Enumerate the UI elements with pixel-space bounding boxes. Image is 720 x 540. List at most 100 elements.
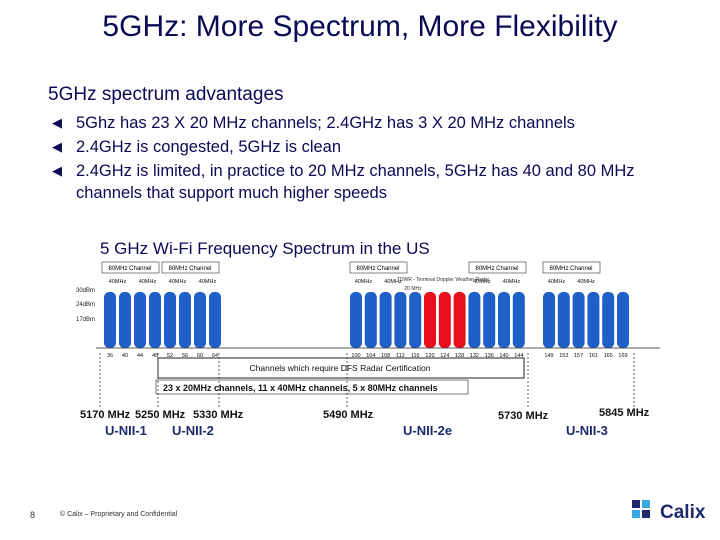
summary-box <box>155 379 469 395</box>
forty-mhz-label: 40MHz <box>473 279 491 285</box>
channel-number: 157 <box>574 353 583 359</box>
channel-bar <box>149 292 161 348</box>
frequency-label: 5845 MHz <box>599 407 650 419</box>
forty-mhz-label: 40MHz <box>384 279 402 285</box>
channel-bar <box>587 292 600 348</box>
tdwr-note: TDWR - Terminal Doppler Weather Radar <box>397 277 490 283</box>
channel-number: 165 <box>604 353 613 359</box>
eighty-mhz-headers: 80MHz Channel 80MHz Channel 80MHz Channe… <box>101 261 601 274</box>
band-labels: U-NII-1 U-NII-2 U-NII-2e U-NII-3 <box>105 423 608 438</box>
channel-number: 112 <box>396 353 405 359</box>
diagram-title: 5 GHz Wi-Fi Frequency Spectrum in the US <box>100 239 430 258</box>
forty-mhz-label: 40MHz <box>355 279 373 285</box>
channel-bar <box>572 292 585 348</box>
channel-number: 52 <box>167 353 173 359</box>
channel-number: 169 <box>618 353 627 359</box>
channel-numbers: 36 40 44 48 52 56 60 64 100 104 108 112 116 120 124 128… <box>107 353 628 359</box>
band-label: U-NII-3 <box>566 423 608 438</box>
frequency-label: 5250 MHz <box>135 409 186 421</box>
power-level-label: 17dBm <box>76 317 95 323</box>
triangle-left-icon: ◀ <box>52 139 62 154</box>
channel-bar <box>438 292 451 348</box>
channel-bar <box>364 292 377 348</box>
channel-bar <box>512 292 525 348</box>
channel-bar <box>104 292 116 348</box>
channel-bar <box>483 292 496 348</box>
channel-bar <box>557 292 570 348</box>
bullet-item: ◀ 2.4GHz is limited, in practice to 20 M… <box>52 160 702 204</box>
channel-number: 64 <box>212 353 218 359</box>
band-label: U-NII-2e <box>403 423 452 438</box>
channel-bar <box>164 292 176 348</box>
channel-bar <box>134 292 146 348</box>
channel-bar <box>409 292 422 348</box>
forty-mhz-label: 40MHz <box>503 279 521 285</box>
forty-mhz-label: 40MHz <box>169 279 187 285</box>
channel-bar <box>498 292 510 348</box>
bullet-text: 5Ghz has 23 X 20 MHz channels; 2.4GHz ha… <box>76 114 575 132</box>
channel-bar <box>209 292 221 348</box>
bullet-item: ◀ 5Ghz has 23 X 20 MHz channels; 2.4GHz … <box>52 112 702 134</box>
channel-bar <box>119 292 131 348</box>
channel-number: 56 <box>182 353 188 359</box>
forty-mhz-labels: 40MHz 40MHz 40MHz 40MHz 40MHz 40MHz 40MHz 40MHz… <box>109 279 595 285</box>
channel-number: 36 <box>107 353 113 359</box>
frequency-label: 5490 MHz <box>323 409 374 421</box>
channel-bar <box>543 292 555 348</box>
dfs-label: Channels which require DFS Radar Certifi… <box>250 363 431 373</box>
channel-number: 149 <box>544 353 553 359</box>
channel-number: 120 <box>425 353 434 359</box>
triangle-left-icon: ◀ <box>52 163 62 178</box>
channel-bar <box>394 292 407 348</box>
frequency-markers <box>99 353 635 408</box>
channel-number: 128 <box>455 353 464 359</box>
bullet-text: 2.4GHz is limited, in practice to 20 MHz… <box>76 162 635 202</box>
channel-bars <box>104 292 629 348</box>
channel-bar <box>379 292 392 348</box>
page-number: 8 <box>30 510 36 520</box>
channel-number: 124 <box>440 353 449 359</box>
channel-number: 144 <box>514 353 523 359</box>
eighty-mhz-label: 80MHz Channel <box>549 266 592 272</box>
channel-number: 140 <box>499 353 508 359</box>
channel-number: 60 <box>197 353 203 359</box>
channel-number: 116 <box>411 353 420 359</box>
eighty-mhz-label: 80MHz Channel <box>168 266 211 272</box>
channel-number: 48 <box>152 353 158 359</box>
band-label: U-NII-1 <box>105 423 147 438</box>
channel-bar <box>424 292 436 348</box>
eighty-mhz-label: 80MHz Channel <box>356 266 399 272</box>
calix-logo-icon <box>632 500 650 518</box>
power-level-label: 24dBm <box>76 302 95 308</box>
channel-bar <box>350 292 362 348</box>
eighty-mhz-label: 80MHz Channel <box>108 266 151 272</box>
dfs-box <box>157 357 525 379</box>
tdwr-gap-label: 20 MHz <box>404 286 422 292</box>
bullet-text: 2.4GHz is congested, 5GHz is clean <box>76 138 342 156</box>
bullet-item: ◀ 2.4GHz is congested, 5GHz is clean <box>52 136 702 158</box>
forty-mhz-label: 40MHz <box>199 279 217 285</box>
eighty-mhz-label: 80MHz Channel <box>475 266 518 272</box>
frequency-labels: 5170 MHz 5250 MHz 5330 MHz 5490 MHz 5730… <box>80 407 650 422</box>
channel-number: 136 <box>485 353 494 359</box>
forty-mhz-label: 40MHz <box>139 279 157 285</box>
channel-number: 153 <box>559 353 568 359</box>
forty-mhz-label: 40MHz <box>109 279 127 285</box>
channel-number: 132 <box>470 353 479 359</box>
frequency-label: 5170 MHz <box>80 409 131 421</box>
power-level-label: 30dBm <box>76 288 95 294</box>
channel-bar <box>617 292 629 348</box>
channel-bar <box>468 292 481 348</box>
channel-number: 40 <box>122 353 128 359</box>
channel-number: 100 <box>351 353 360 359</box>
channel-bar <box>453 292 466 348</box>
channel-bar <box>602 292 615 348</box>
forty-mhz-label: 40MHz <box>548 279 566 285</box>
frequency-label: 5730 MHz <box>498 410 549 422</box>
channel-bar <box>194 292 206 348</box>
band-label: U-NII-2 <box>172 423 214 438</box>
summary-label: 23 x 20MHz channels, 11 x 40MHz channels… <box>163 383 438 393</box>
channel-number: 104 <box>366 353 375 359</box>
channel-number: 161 <box>589 353 598 359</box>
slide-title: 5GHz: More Spectrum, More Flexibility <box>102 10 618 43</box>
